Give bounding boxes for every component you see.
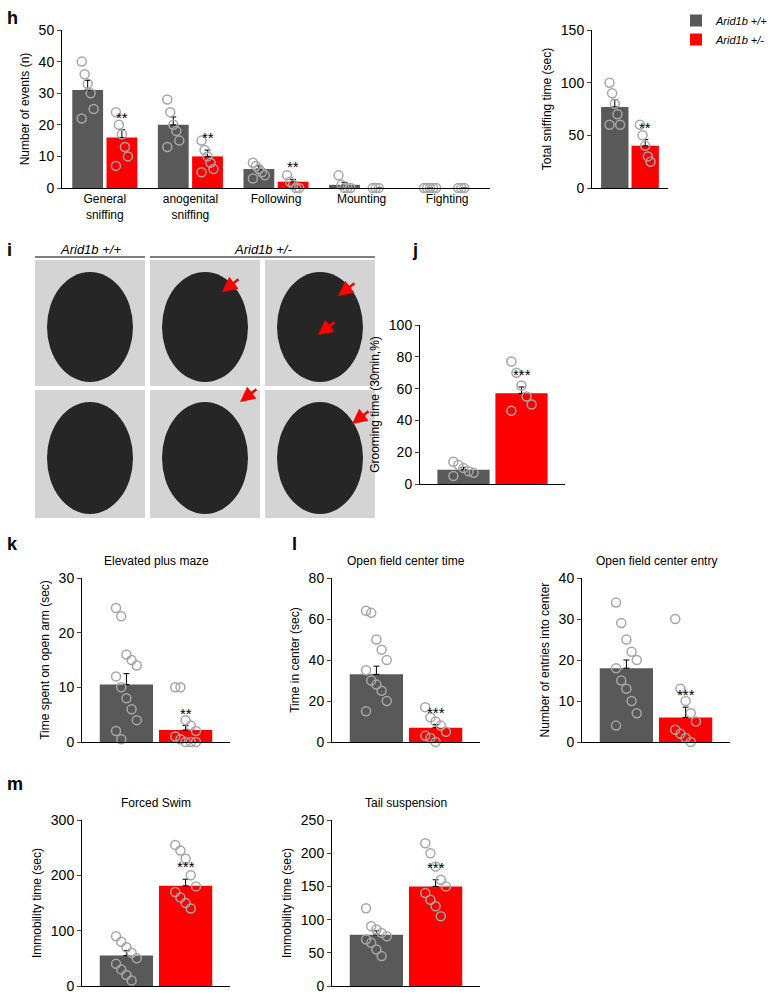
svg-text:Immobility time (sec): Immobility time (sec) [30,848,44,958]
svg-text:***: *** [677,686,695,703]
svg-text:Time in center (sec): Time in center (sec) [288,607,302,713]
svg-text:Following: Following [251,192,302,206]
svg-text:Fighting: Fighting [426,192,469,206]
svg-text:Grooming time (30min,%): Grooming time (30min,%) [368,336,382,473]
svg-text:60: 60 [397,381,413,397]
svg-text:100: 100 [389,317,413,333]
svg-text:60: 60 [309,611,325,627]
svg-text:0: 0 [66,978,74,994]
svg-text:50: 50 [309,945,325,961]
svg-text:***: *** [427,859,445,876]
svg-text:Open field center time: Open field center time [347,554,465,568]
svg-text:Open field center entry: Open field center entry [596,554,717,568]
svg-text:100: 100 [561,75,585,91]
svg-text:0: 0 [576,180,584,196]
svg-text:50: 50 [39,22,55,38]
svg-text:l: l [292,534,297,554]
svg-text:h: h [7,8,18,28]
svg-text:Number of events (n): Number of events (n) [18,53,32,166]
svg-text:40: 40 [559,570,575,586]
svg-text:Arid1b +/-: Arid1b +/- [234,242,292,257]
svg-text:20: 20 [59,625,75,641]
svg-text:Tail suspension: Tail suspension [365,796,447,810]
svg-text:50: 50 [569,127,585,143]
svg-text:0: 0 [404,476,412,492]
svg-text:**: ** [202,129,214,146]
svg-text:30: 30 [559,611,575,627]
svg-text:Total sniffing time (sec): Total sniffing time (sec) [540,48,554,171]
svg-text:100: 100 [301,912,325,928]
svg-text:Generalsniffing: Generalsniffing [83,192,126,222]
svg-text:m: m [7,774,23,794]
svg-text:30: 30 [39,85,55,101]
svg-text:40: 40 [397,412,413,428]
svg-text:300: 300 [51,812,75,828]
svg-text:30: 30 [59,570,75,586]
svg-text:40: 40 [39,54,55,70]
svg-text:Immobility time (sec): Immobility time (sec) [280,848,294,958]
svg-text:***: *** [427,704,445,721]
svg-text:20: 20 [397,444,413,460]
svg-text:0: 0 [66,734,74,750]
svg-text:0: 0 [316,734,324,750]
svg-text:**: ** [116,109,128,126]
svg-text:0: 0 [566,734,574,750]
svg-text:Arid1b +/+: Arid1b +/+ [60,242,121,257]
svg-text:Number of entries into center: Number of entries into center [538,583,552,738]
svg-text:**: ** [287,158,299,175]
svg-text:10: 10 [39,148,55,164]
svg-text:Elevated plus maze: Elevated plus maze [104,554,209,568]
svg-text:250: 250 [301,812,325,828]
svg-text:***: *** [513,366,531,383]
svg-text:20: 20 [559,652,575,668]
svg-text:0: 0 [316,978,324,994]
svg-text:20: 20 [309,693,325,709]
svg-text:20: 20 [39,117,55,133]
svg-text:100: 100 [51,923,75,939]
svg-text:k: k [7,534,18,554]
svg-text:10: 10 [559,693,575,709]
svg-text:i: i [7,240,12,260]
svg-text:200: 200 [51,867,75,883]
svg-text:Arid1b +/-: Arid1b +/- [715,34,764,46]
svg-text:200: 200 [301,845,325,861]
svg-text:80: 80 [397,349,413,365]
svg-text:j: j [412,240,418,260]
svg-text:***: *** [177,858,195,875]
svg-text:Mounting: Mounting [337,192,386,206]
svg-text:150: 150 [561,22,585,38]
svg-text:Time spent on open arm (sec): Time spent on open arm (sec) [38,580,52,740]
svg-text:10: 10 [59,679,75,695]
svg-text:150: 150 [301,878,325,894]
svg-text:Arid1b +/+: Arid1b +/+ [715,15,767,27]
svg-text:anogenitalsniffing: anogenitalsniffing [163,192,218,222]
svg-text:**: ** [180,705,192,722]
svg-text:**: ** [639,119,651,136]
svg-text:80: 80 [309,570,325,586]
svg-text:0: 0 [46,180,54,196]
svg-text:40: 40 [309,652,325,668]
svg-text:Forced Swim: Forced Swim [121,796,191,810]
